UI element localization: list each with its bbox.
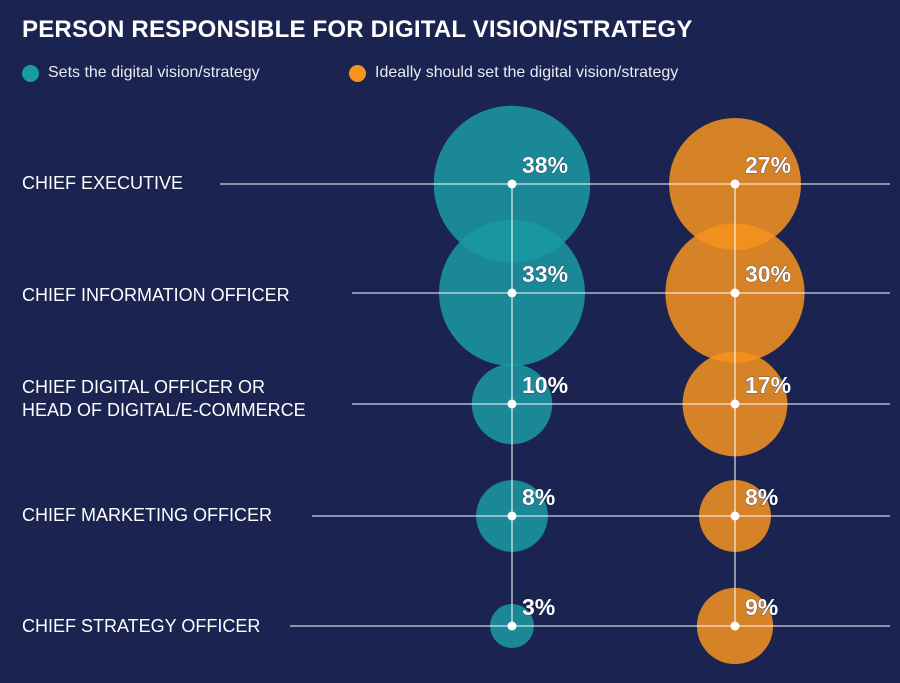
legend-label-ideally: Ideally should set the digital vision/st…: [375, 64, 679, 81]
bubbles-layer: [433, 105, 805, 665]
legend-swatch-teal: [22, 64, 39, 82]
node-dot-sets-0: [507, 179, 517, 189]
chart-title: PERSON RESPONSIBLE FOR DIGITAL VISION/ST…: [22, 16, 693, 43]
value-label-sets-2: 10%: [522, 372, 568, 398]
legend-item-ideally: Ideally should set the digital vision/st…: [349, 62, 678, 84]
labels-layer: CHIEF EXECUTIVE CHIEF INFORMATION OFFICER…: [22, 152, 791, 636]
value-label-ideally-3: 8%: [745, 484, 778, 510]
value-label-sets-0: 38%: [522, 152, 568, 178]
category-label-4: CHIEF STRATEGY OFFICER: [22, 616, 260, 636]
node-dot-ideally-2: [730, 399, 740, 409]
value-label-sets-1: 33%: [522, 261, 568, 287]
node-dot-sets-3: [507, 511, 517, 521]
value-label-sets-4: 3%: [522, 594, 555, 620]
category-label-2-line1: HEAD OF DIGITAL/E-COMMERCE: [22, 400, 306, 420]
legend-item-sets: Sets the digital vision/strategy: [22, 62, 260, 84]
value-label-sets-3: 8%: [522, 484, 555, 510]
node-dot-ideally-4: [730, 621, 740, 631]
value-label-ideally-1: 30%: [745, 261, 791, 287]
node-dot-ideally-0: [730, 179, 740, 189]
lines-layer: [220, 179, 890, 631]
category-label-0: CHIEF EXECUTIVE: [22, 173, 183, 193]
value-label-ideally-2: 17%: [745, 372, 791, 398]
node-dot-ideally-1: [730, 288, 740, 298]
category-label-1: CHIEF INFORMATION OFFICER: [22, 285, 290, 305]
category-label-3: CHIEF MARKETING OFFICER: [22, 505, 272, 525]
category-label-2-line0: CHIEF DIGITAL OFFICER OR: [22, 377, 265, 397]
legend-swatch-orange: [349, 64, 366, 82]
value-label-ideally-0: 27%: [745, 152, 791, 178]
node-dot-ideally-3: [730, 511, 740, 521]
node-dot-sets-2: [507, 399, 517, 409]
node-dot-sets-1: [507, 288, 517, 298]
value-label-ideally-4: 9%: [745, 594, 778, 620]
legend-label-sets: Sets the digital vision/strategy: [48, 64, 260, 81]
node-dot-sets-4: [507, 621, 517, 631]
